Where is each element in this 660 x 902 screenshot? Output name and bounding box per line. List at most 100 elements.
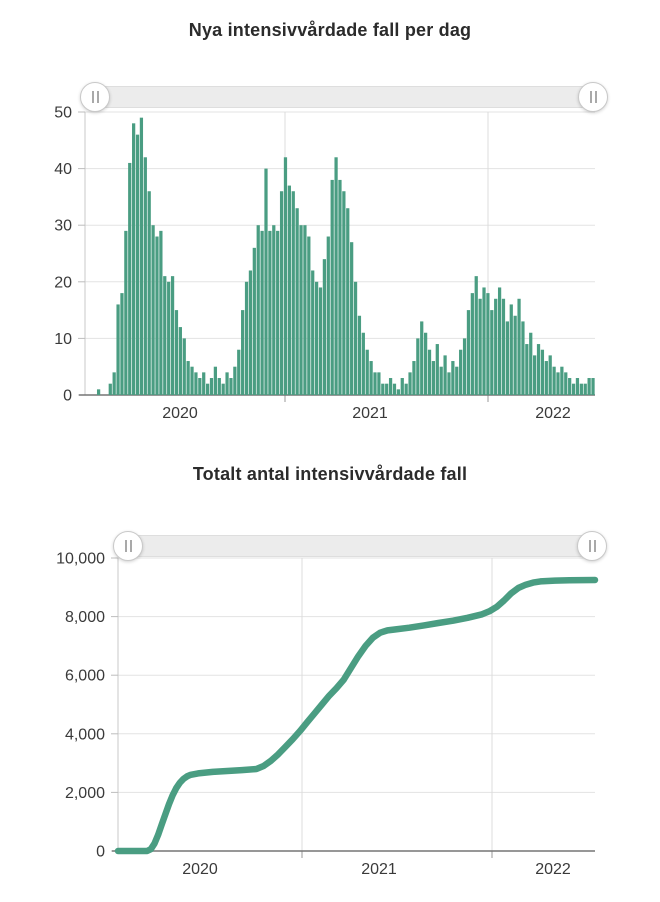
daily-cases-bar: [579, 383, 583, 395]
daily-cases-bar: [431, 361, 436, 395]
daily-cases-bar: [353, 281, 358, 395]
daily-cases-bar: [318, 287, 323, 395]
daily-cases-bar: [544, 361, 548, 395]
daily-cases-bar: [124, 230, 128, 395]
daily-cases-bar: [451, 361, 455, 395]
daily-cases-bar: [575, 378, 580, 395]
daily-cases-bar: [400, 378, 404, 395]
daily-cases-bar: [385, 383, 389, 395]
total-cases-line: [114, 576, 599, 855]
daily-cases-bar: [478, 298, 482, 395]
daily-cases-bar: [591, 378, 595, 395]
daily-cases-bar: [217, 378, 221, 395]
daily-cases-bar: [533, 355, 537, 395]
daily-cases-bar: [424, 332, 428, 395]
daily-cases-bar: [295, 208, 299, 395]
daily-cases-bar: [529, 332, 533, 395]
total-chart-title: Totalt antal intensivvårdade fall: [192, 464, 468, 484]
daily-cases-bar: [494, 298, 498, 395]
y-axis-tick-label: 6,000: [65, 668, 105, 685]
daily-cases-bar: [233, 366, 237, 395]
daily-cases-bar: [167, 281, 171, 395]
total-cases-line-chart: 0 2,000 4,000 6,000 8,000 10,000 2020 2021 2022: [56, 551, 599, 878]
daily-chart-range-right-handle[interactable]: [578, 82, 608, 112]
daily-cases-bar: [525, 344, 529, 395]
daily-cases-bar: [307, 236, 311, 395]
daily-cases-bar: [221, 383, 225, 395]
daily-cases-bar: [244, 281, 249, 395]
daily-cases-bar: [361, 332, 365, 395]
daily-cases-bar: [556, 372, 560, 395]
drag-grip-icon: [588, 540, 596, 552]
daily-cases-bar: [377, 372, 381, 395]
daily-cases-bar: [517, 298, 521, 395]
daily-cases-bar: [466, 310, 471, 395]
total-chart-range-right-handle[interactable]: [577, 531, 607, 561]
daily-cases-bar: [132, 123, 136, 395]
daily-cases-bar: [435, 344, 439, 395]
daily-cases-bar: [505, 321, 509, 395]
daily-cases-bar: [116, 304, 120, 395]
daily-cases-bar: [540, 349, 545, 395]
total-chart-range-track[interactable]: [118, 535, 595, 557]
daily-cases-bar: [135, 134, 140, 395]
daily-cases-bar: [96, 389, 101, 395]
daily-chart-range-left-handle[interactable]: [80, 82, 110, 112]
daily-cases-bar: [338, 179, 342, 395]
daily-cases-bar: [326, 236, 330, 395]
daily-cases-bar: [521, 321, 525, 395]
daily-cases-bar: [190, 366, 194, 395]
daily-cases-bar: [279, 191, 284, 395]
daily-cases-bar: [209, 378, 214, 395]
daily-cases-bar: [470, 293, 474, 395]
daily-cases-bar: [548, 355, 552, 395]
x-axis-tick-label: 2021: [361, 861, 397, 878]
daily-cases-bar: [369, 361, 373, 395]
daily-cases-bar: [404, 383, 408, 395]
daily-cases-bar: [509, 304, 513, 395]
x-axis-tick-label: 2021: [352, 405, 388, 422]
daily-cases-bar: [443, 355, 447, 395]
daily-cases-bar: [350, 242, 354, 395]
y-axis-tick-label: 10: [54, 331, 72, 348]
daily-cases-bar: [416, 338, 420, 395]
daily-cases-bar: [260, 230, 264, 395]
daily-cases-bar: [482, 287, 486, 395]
daily-cases-bar: [346, 208, 350, 395]
drag-grip-icon: [91, 91, 99, 103]
daily-cases-bar: [536, 344, 541, 395]
daily-cases-bar: [248, 270, 253, 395]
daily-cases-bar: [552, 366, 556, 395]
daily-cases-bar: [287, 185, 291, 395]
daily-cases-bar: [427, 349, 432, 395]
daily-cases-bar: [182, 338, 186, 395]
daily-cases-bar: [299, 225, 303, 395]
daily-cases-bar: [112, 372, 116, 395]
daily-cases-bar: [241, 310, 245, 395]
daily-cases-bar: [322, 259, 327, 395]
x-axis-tick-label: 2020: [162, 405, 198, 422]
daily-cases-bar: [513, 315, 517, 395]
y-axis-tick-label: 40: [54, 161, 72, 178]
daily-cases-bar: [163, 276, 167, 395]
daily-cases-bar: [571, 383, 576, 395]
daily-cases-bar: [396, 389, 400, 395]
daily-cases-bar: [314, 281, 319, 395]
daily-cases-bar: [194, 372, 198, 395]
daily-cases-bar: [202, 372, 206, 395]
daily-chart-title: Nya intensivvårdade fall per dag: [188, 20, 472, 40]
daily-cases-bar: [486, 293, 490, 395]
daily-chart-range-track[interactable]: [85, 86, 595, 108]
x-axis-tick-label: 2022: [535, 405, 571, 422]
daily-cases-bar: [108, 383, 112, 395]
daily-cases-bar: [357, 315, 362, 395]
daily-cases-bar: [159, 230, 163, 395]
x-axis-tick-label: 2020: [182, 861, 218, 878]
daily-cases-bar: [291, 191, 295, 395]
daily-cases-bar: [334, 157, 338, 395]
total-chart-range-left-handle[interactable]: [113, 531, 143, 561]
daily-cases-bar: [365, 349, 369, 395]
daily-cases-bar: [120, 293, 124, 395]
daily-cases-bar: [276, 230, 280, 395]
